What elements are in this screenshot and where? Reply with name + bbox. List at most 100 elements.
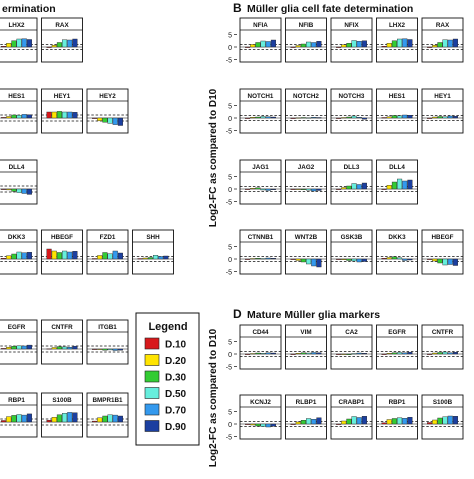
bar-d70 — [265, 352, 271, 355]
bar-d30 — [391, 181, 397, 190]
gene-label: DLL4 — [389, 164, 405, 171]
gene-label: HEY2 — [99, 93, 116, 100]
bar-d50 — [351, 353, 357, 355]
legend-swatch-d30 — [144, 370, 160, 383]
y-tick-label: 5 — [228, 175, 232, 182]
panel-d-title: Mature Müller glia markers — [247, 309, 380, 321]
gene-label: NFIA — [253, 22, 268, 29]
bar-d90 — [452, 258, 458, 266]
bar-d10 — [336, 258, 342, 260]
bar-d90 — [361, 117, 367, 120]
bar-d90 — [407, 115, 413, 119]
subplot-frame — [0, 319, 38, 365]
panel-a-row5: EGFR CNTFR ITGB1 — [0, 319, 129, 365]
bar-d50 — [306, 352, 312, 355]
panel-a-row3: DLL4 — [0, 159, 38, 205]
bar-d90 — [270, 39, 276, 48]
subplot-frame — [421, 324, 464, 370]
gene-subplot-dkk3: DKK3 — [376, 229, 418, 275]
bar-d50 — [16, 38, 22, 48]
panel-b-row4: 5 0 -5 CTNNB1 WNT2B GSK3B DKK3 HBEGF — [226, 229, 464, 277]
bar-d20 — [51, 250, 57, 260]
bar-d90 — [72, 412, 78, 423]
bar-d50 — [153, 255, 159, 260]
bar-d70 — [356, 117, 362, 119]
panel-b-row2: 5 0 -5 NOTCH1 NOTCH2 NOTCH3 HES1 HEY1 — [226, 88, 464, 136]
bar-d10 — [1, 117, 7, 119]
gene-subplot-nfib: NFIB — [285, 17, 327, 63]
y-tick-label: -5 — [226, 129, 232, 136]
bar-d70 — [402, 258, 408, 261]
bar-d90 — [117, 117, 123, 126]
gene-subplot-hey1: HEY1 — [41, 88, 83, 134]
bar-d30 — [11, 253, 17, 260]
bar-d70 — [402, 180, 408, 190]
bar-d20 — [250, 188, 256, 190]
bar-d20 — [341, 420, 347, 425]
bar-d30 — [437, 352, 443, 355]
bar-d10 — [92, 117, 98, 119]
bar-d10 — [46, 46, 52, 48]
gene-label: GSK3B — [341, 234, 363, 241]
panel-d-letter: D — [233, 307, 242, 321]
bar-d20 — [432, 258, 438, 262]
subplot-frame — [376, 394, 418, 440]
bar-d10 — [290, 353, 296, 355]
bar-d30 — [346, 185, 352, 190]
bar-d30 — [300, 43, 306, 48]
gene-subplot-rax: RAX — [421, 17, 464, 63]
bar-d30 — [102, 348, 108, 351]
subplot-frame — [41, 319, 83, 365]
bar-d30 — [437, 116, 443, 119]
bar-d50 — [16, 251, 22, 260]
bar-d90 — [270, 116, 276, 119]
bar-d70 — [112, 117, 118, 125]
bar-d70 — [402, 352, 408, 355]
bar-d50 — [306, 258, 312, 265]
panel-a-row6: RBP1 S100B BMPR1B1 — [0, 392, 129, 438]
subplot-frame — [330, 17, 373, 63]
gene-subplot-ca2: CA2 — [330, 324, 373, 370]
bar-d90 — [117, 348, 123, 351]
bar-d50 — [260, 258, 266, 260]
bar-d70 — [21, 38, 27, 48]
subplot-frame — [239, 229, 282, 275]
gene-subplot-egfr: EGFR — [376, 324, 418, 370]
bar-d50 — [351, 40, 357, 48]
subplot-frame — [285, 88, 327, 134]
gene-subplot-notch2: NOTCH2 — [285, 88, 327, 134]
panel-a-row1: LHX2 RAX — [0, 17, 83, 63]
gene-subplot-egfr: EGFR — [0, 319, 38, 365]
gene-subplot-lhx2: LHX2 — [0, 17, 38, 63]
bar-d20 — [341, 258, 347, 260]
bar-d30 — [437, 42, 443, 48]
subplot-frame — [285, 159, 327, 205]
bar-d70 — [21, 345, 27, 350]
bar-d10 — [92, 348, 98, 350]
bar-d20 — [250, 44, 256, 48]
gene-label: S100B — [52, 397, 72, 404]
subplot-frame — [0, 159, 38, 205]
gene-label: EGFR — [388, 329, 406, 336]
bar-d90 — [316, 41, 322, 48]
bar-d50 — [62, 413, 68, 423]
bar-d10 — [1, 348, 7, 350]
bar-d90 — [452, 352, 458, 355]
bar-d70 — [67, 39, 73, 48]
bar-d30 — [56, 252, 62, 260]
panel-a-row4: DKK3 HBEGF FZD1 SHH — [0, 229, 174, 275]
bar-d90 — [316, 117, 322, 119]
gene-label: CTNNB1 — [248, 234, 274, 241]
gene-subplot-gsk3b: GSK3B — [330, 229, 373, 275]
bar-d50 — [442, 416, 448, 425]
bar-d30 — [11, 114, 17, 119]
bar-d50 — [16, 414, 22, 423]
subplot-frame — [421, 17, 464, 63]
bar-d20 — [51, 347, 57, 350]
subplot-frame — [41, 88, 83, 134]
gene-label: HES1 — [8, 93, 25, 100]
bar-d70 — [67, 111, 73, 119]
bar-d90 — [407, 179, 413, 190]
bar-d20 — [386, 353, 392, 355]
